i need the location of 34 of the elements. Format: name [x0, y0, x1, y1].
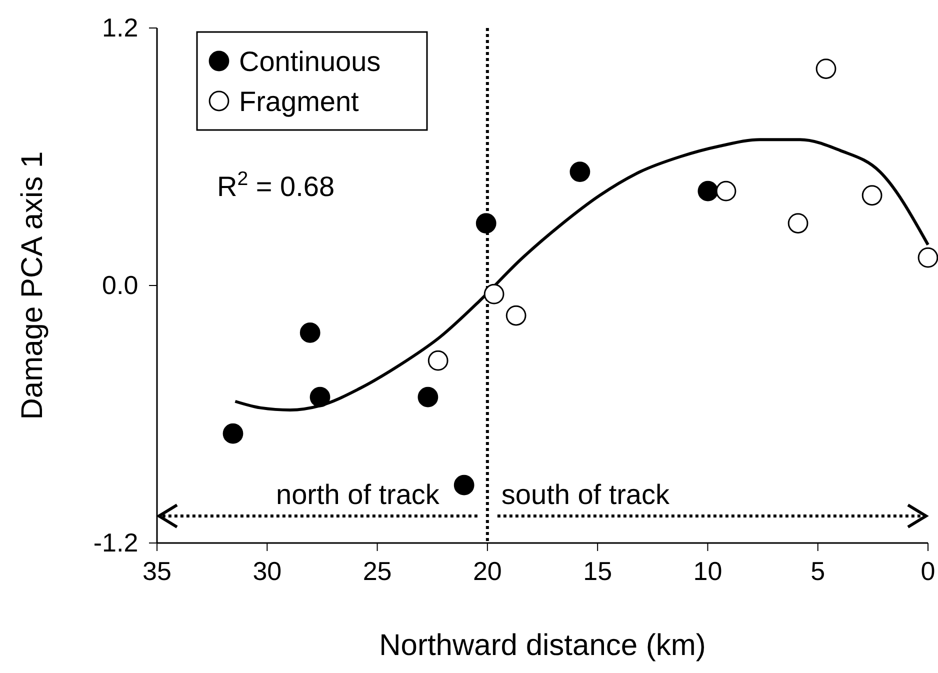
point — [788, 213, 808, 234]
annotation: north of track — [276, 479, 440, 510]
point — [222, 423, 244, 444]
x-tick-label: 30 — [252, 556, 282, 586]
point — [506, 305, 526, 326]
y-tick-label: -1.2 — [93, 527, 138, 558]
y-tick-label: 0.0 — [102, 270, 138, 300]
point — [476, 213, 496, 234]
point — [418, 386, 438, 408]
point — [862, 185, 882, 206]
legend-label: Continuous — [239, 46, 381, 77]
y-axis-title: Damage PCA axis 1 — [16, 151, 49, 420]
point — [300, 322, 320, 343]
point — [310, 386, 330, 408]
x-tick-label: 25 — [362, 556, 392, 586]
annotation: south of track — [501, 479, 671, 510]
x-axis-title: Northward distance (km) — [379, 629, 706, 662]
x-tick-label: 0 — [920, 556, 936, 586]
point — [698, 180, 718, 202]
x-tick-label: 10 — [693, 556, 722, 586]
y-tick-label: 1.2 — [102, 12, 138, 42]
x-tick-label: 20 — [472, 556, 502, 586]
point — [428, 350, 448, 371]
x-tick-label: 15 — [583, 556, 612, 586]
point — [570, 162, 590, 182]
x-tick-label: 5 — [810, 556, 826, 586]
point — [716, 180, 736, 202]
point — [484, 284, 504, 304]
point — [816, 58, 836, 79]
legend-label: Fragment — [239, 86, 360, 117]
annotation: R$^{2}$ = 0.68 — [217, 168, 335, 202]
x-tick-label: 35 — [142, 556, 172, 586]
point — [918, 247, 938, 268]
point — [454, 474, 474, 496]
